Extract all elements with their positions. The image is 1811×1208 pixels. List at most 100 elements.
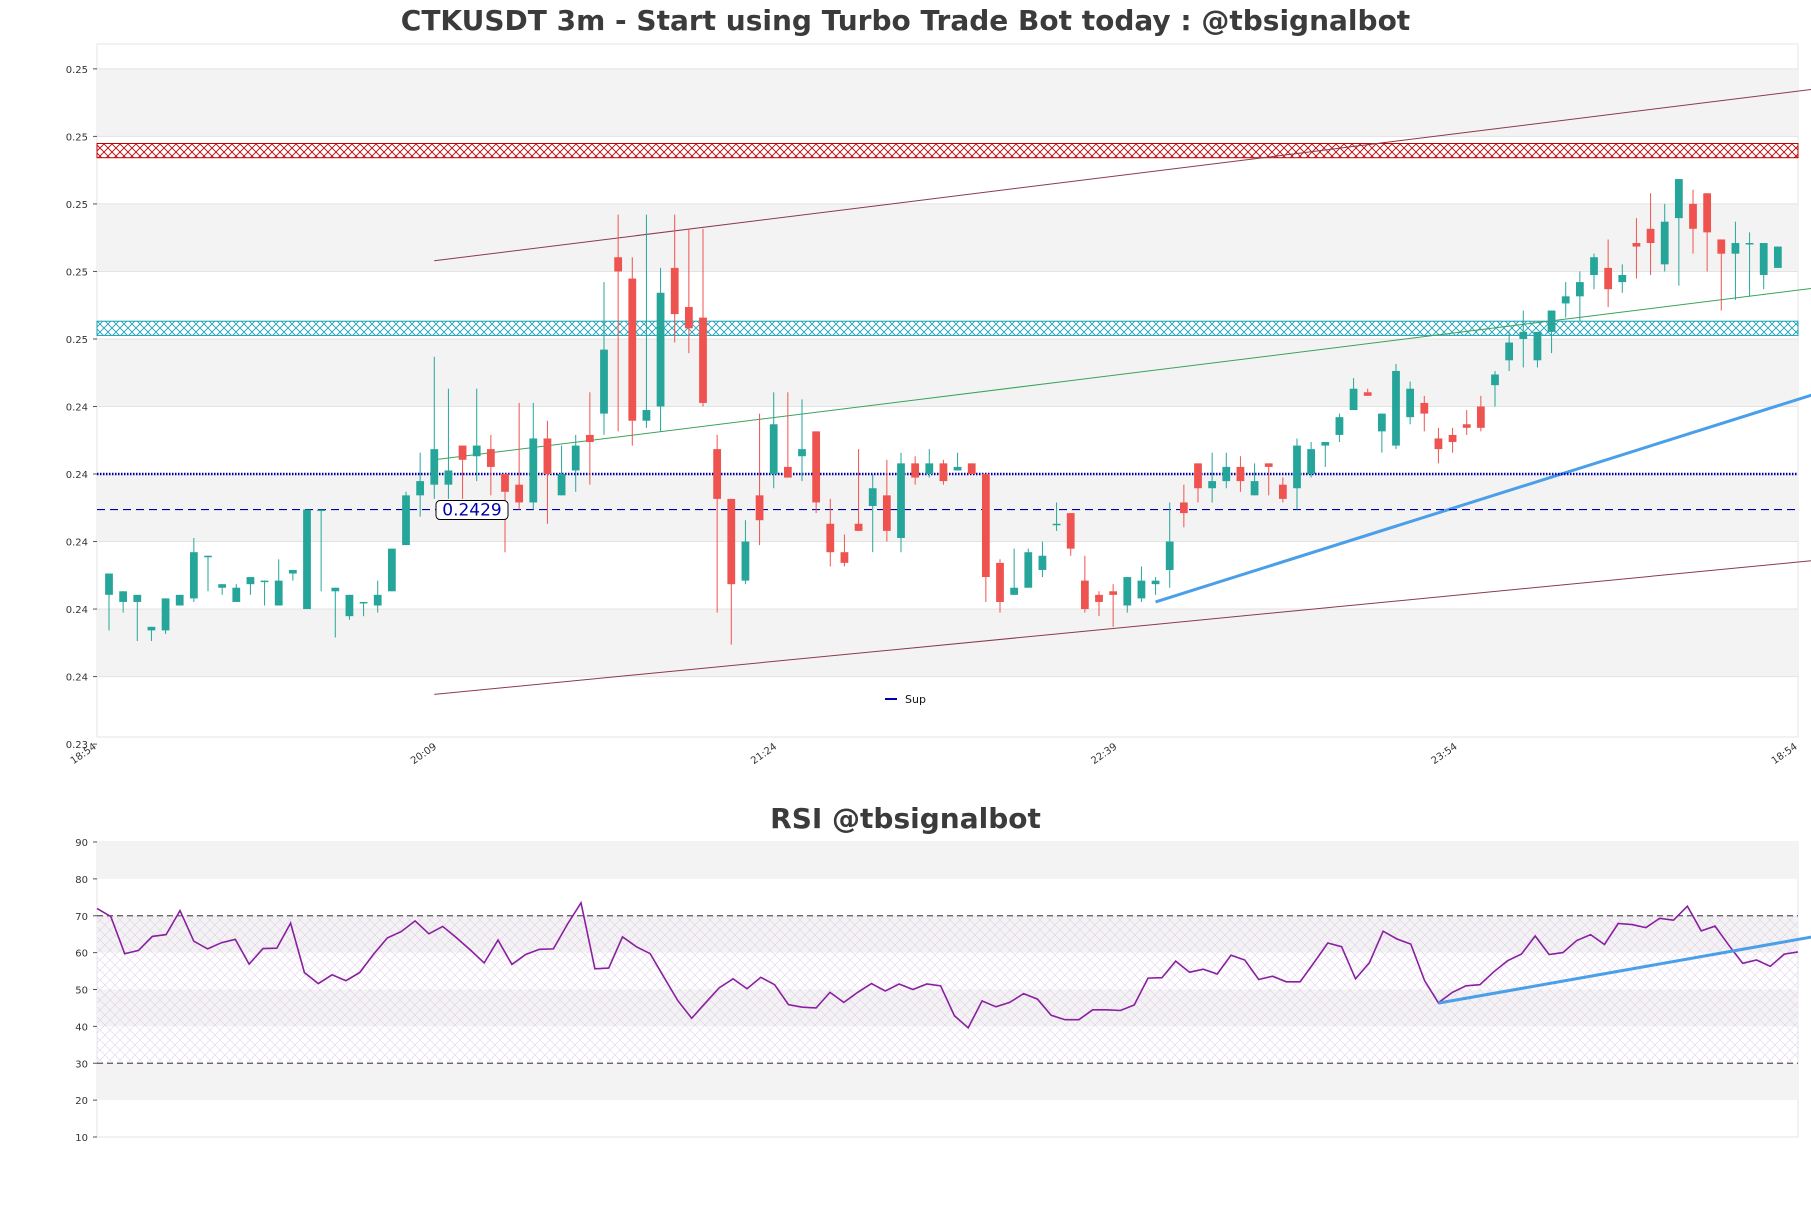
- candle-body: [1363, 392, 1372, 396]
- rsi-trend-line: [1438, 935, 1811, 1005]
- candle-body: [1349, 388, 1358, 411]
- price-label: 0.2429: [435, 500, 509, 521]
- candle-body: [684, 306, 693, 329]
- candle-body: [996, 562, 1004, 602]
- candle-body: [1109, 591, 1118, 595]
- candle-body: [1462, 424, 1471, 428]
- candle-body: [331, 587, 340, 592]
- candle-body: [1731, 243, 1740, 254]
- channel-upper-line: [434, 89, 1811, 262]
- rsi-y-tick-label: 40: [75, 1022, 88, 1033]
- candle-body: [882, 495, 891, 531]
- candle-body: [543, 438, 552, 475]
- y-tick-label: 0.24: [66, 673, 88, 684]
- candle-body: [147, 626, 156, 631]
- candle-body: [1095, 594, 1103, 602]
- candle-body: [826, 523, 835, 553]
- x-tick-label: 22:39: [1089, 741, 1119, 767]
- rsi-y-tick-label: 30: [75, 1059, 88, 1070]
- candle-body: [345, 594, 354, 617]
- candle-body: [741, 541, 750, 581]
- candle-body: [430, 449, 439, 485]
- zone-band: [96, 143, 1799, 159]
- candle-body: [387, 548, 396, 592]
- candle-body: [642, 410, 651, 421]
- candle-body: [981, 474, 990, 578]
- candle-body: [1618, 275, 1627, 283]
- candle-body: [1194, 463, 1202, 489]
- y-tick-label: 0.24: [66, 470, 88, 481]
- candle-body: [783, 466, 792, 478]
- channel-lower-line: [434, 560, 1811, 695]
- rsi-grid-band: [97, 842, 1798, 879]
- y-tick-label: 0.25: [66, 267, 88, 278]
- candle-body: [1250, 481, 1259, 496]
- candle-body: [1505, 342, 1514, 361]
- candle-body: [402, 495, 410, 546]
- candle-body: [1264, 463, 1273, 467]
- rsi-y-tick-label: 90: [75, 838, 88, 849]
- rsi-chart: 10 20 30 40 50 60 70 80 90: [75, 838, 1811, 1144]
- candle-body: [1575, 282, 1584, 297]
- candle-body: [1717, 239, 1726, 254]
- candle-body: [1533, 331, 1542, 361]
- trend-line-green: [434, 288, 1811, 461]
- candle-body: [868, 488, 877, 506]
- candle-body: [303, 509, 311, 610]
- candle-body: [204, 555, 212, 558]
- rsi-hatch-zone: [97, 915, 1798, 1064]
- candle-body: [614, 257, 623, 272]
- candle-body: [798, 449, 806, 457]
- candle-body: [925, 463, 934, 475]
- y-tick-label: 0.25: [66, 65, 88, 76]
- candle-body: [769, 424, 778, 475]
- candle-body: [600, 349, 608, 414]
- candle-body: [1448, 434, 1457, 443]
- candle-body: [515, 484, 524, 503]
- candle-body: [1123, 577, 1132, 606]
- candle-body: [288, 569, 297, 574]
- candle-body: [1335, 417, 1344, 435]
- y-tick-label: 0.24: [66, 402, 88, 413]
- candle-body: [218, 584, 227, 588]
- candle-body: [571, 445, 580, 471]
- candle-body: [1759, 243, 1768, 275]
- candle-body: [1632, 243, 1641, 247]
- grid-band: [97, 609, 1798, 677]
- candle-body: [529, 438, 538, 503]
- candle-body: [1010, 587, 1019, 595]
- x-tick-label: 23:54: [1430, 741, 1460, 767]
- candle-body: [359, 601, 368, 604]
- candle-body: [1377, 413, 1386, 432]
- candle-body: [189, 552, 198, 599]
- candle-body: [1392, 370, 1400, 446]
- rsi-y-tick-label: 10: [75, 1133, 88, 1144]
- candle-body: [1491, 374, 1499, 386]
- x-tick-label: 20:09: [409, 741, 439, 767]
- candle-body: [472, 445, 481, 457]
- candle-body: [373, 594, 382, 606]
- candle-body: [1080, 580, 1089, 610]
- candle-body: [939, 463, 948, 482]
- candle-body: [1547, 310, 1556, 332]
- candle-body: [260, 580, 269, 583]
- candle-body: [1307, 449, 1316, 475]
- candle-body: [911, 463, 920, 478]
- candle-body: [1179, 502, 1188, 514]
- candle-body: [1434, 438, 1443, 450]
- candle-body: [1703, 193, 1712, 233]
- candle-body: [1024, 552, 1033, 588]
- candle-body: [1646, 228, 1655, 244]
- y-tick-label: 0.25: [66, 200, 88, 211]
- rsi-y-tick-label: 50: [75, 986, 88, 997]
- candle-body: [1278, 484, 1287, 499]
- candle-body: [232, 587, 241, 602]
- grid-band: [97, 203, 1798, 272]
- candle-body: [953, 466, 962, 471]
- candle-body: [1321, 442, 1330, 446]
- candle-body: [755, 495, 764, 521]
- candle-body: [1660, 221, 1669, 265]
- candle-body: [246, 577, 255, 585]
- price-chart: 0.2429 0.25 0.25 0.25 0.25 0.25 0.24 0.24 0.24 0…: [66, 43, 1811, 767]
- y-tick-label: 0.25: [66, 132, 88, 143]
